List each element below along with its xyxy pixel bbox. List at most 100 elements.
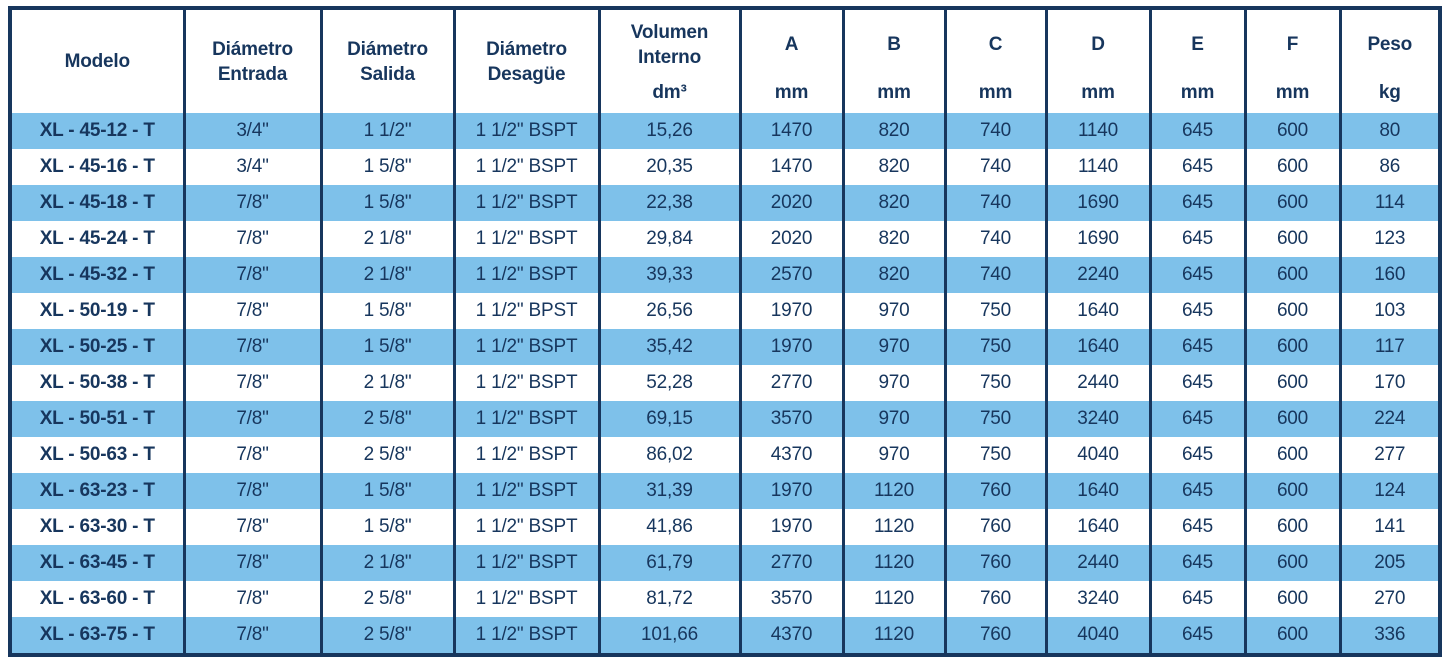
- value-cell: 86,02: [597, 437, 740, 473]
- column-header-volumen-interno: Volumen Interno dm³: [597, 8, 740, 113]
- table-row: XL - 63-60 - T 7/8" 2 5/8" 1 1/2" BSPT 81,72…: [10, 581, 1440, 617]
- value-cell: 1140: [1044, 149, 1150, 185]
- value-cell: 4040: [1044, 437, 1150, 473]
- table-row: XL - 45-32 - T 7/8" 2 1/8" 1 1/2" BSPT 39,33…: [10, 257, 1440, 293]
- value-cell: 645: [1148, 545, 1245, 581]
- value-cell: 2 1/8": [319, 221, 454, 257]
- table-row: XL - 45-12 - T 3/4" 1 1/2" 1 1/2" BSPT 15,26…: [10, 113, 1440, 149]
- column-unit: mm: [1275, 82, 1310, 103]
- value-cell: 2240: [1044, 257, 1150, 293]
- value-cell: 69,15: [597, 401, 740, 437]
- value-cell: 820: [841, 221, 945, 257]
- value-cell: 124: [1338, 473, 1440, 509]
- column-label: Peso: [1367, 34, 1413, 55]
- spec-table-header: Modelo Diámetro Entrada Diámetro Salida …: [10, 8, 1440, 113]
- value-cell: 600: [1243, 257, 1340, 293]
- value-cell: 1 1/2" BSPT: [452, 473, 599, 509]
- value-cell: 80: [1338, 113, 1440, 149]
- value-cell: 81,72: [597, 581, 740, 617]
- value-cell: 645: [1148, 509, 1245, 545]
- column-header-diametro-salida: Diámetro Salida: [319, 8, 454, 113]
- model-cell: XL - 50-51 - T: [10, 401, 184, 437]
- value-cell: 760: [943, 581, 1046, 617]
- value-cell: 1640: [1044, 509, 1150, 545]
- model-cell: XL - 45-24 - T: [10, 221, 184, 257]
- column-unit: kg: [1378, 82, 1401, 103]
- model-cell: XL - 63-30 - T: [10, 509, 184, 545]
- value-cell: 1640: [1044, 329, 1150, 365]
- model-cell: XL - 50-25 - T: [10, 329, 184, 365]
- model-cell: XL - 50-38 - T: [10, 365, 184, 401]
- value-cell: 760: [943, 473, 1046, 509]
- value-cell: 1640: [1044, 473, 1150, 509]
- value-cell: 645: [1148, 473, 1245, 509]
- value-cell: 7/8": [182, 473, 321, 509]
- value-cell: 600: [1243, 581, 1340, 617]
- table-row: XL - 63-30 - T 7/8" 1 5/8" 1 1/2" BSPT 41,86…: [10, 509, 1440, 545]
- table-row: XL - 50-51 - T 7/8" 2 5/8" 1 1/2" BSPT 69,15…: [10, 401, 1440, 437]
- value-cell: 224: [1338, 401, 1440, 437]
- table-row: XL - 50-63 - T 7/8" 2 5/8" 1 1/2" BSPT 86,02…: [10, 437, 1440, 473]
- value-cell: 26,56: [597, 293, 740, 329]
- value-cell: 1970: [738, 473, 843, 509]
- value-cell: 1690: [1044, 221, 1150, 257]
- value-cell: 1640: [1044, 293, 1150, 329]
- table-row: XL - 50-25 - T 7/8" 1 5/8" 1 1/2" BSPT 35,42…: [10, 329, 1440, 365]
- table-row: XL - 45-24 - T 7/8" 2 1/8" 1 1/2" BSPT 29,84…: [10, 221, 1440, 257]
- value-cell: 2 5/8": [319, 401, 454, 437]
- value-cell: 22,38: [597, 185, 740, 221]
- value-cell: 600: [1243, 149, 1340, 185]
- column-header-diametro-desague: Diámetro Desagüe: [452, 8, 599, 113]
- value-cell: 600: [1243, 545, 1340, 581]
- value-cell: 2020: [738, 221, 843, 257]
- value-cell: 600: [1243, 221, 1340, 257]
- value-cell: 2440: [1044, 545, 1150, 581]
- value-cell: 7/8": [182, 617, 321, 655]
- value-cell: 970: [841, 329, 945, 365]
- value-cell: 1 1/2" BSPT: [452, 185, 599, 221]
- column-unit: mm: [877, 82, 911, 103]
- value-cell: 2770: [738, 365, 843, 401]
- value-cell: 3570: [738, 401, 843, 437]
- value-cell: 1 5/8": [319, 509, 454, 545]
- value-cell: 336: [1338, 617, 1440, 655]
- spec-table: Modelo Diámetro Entrada Diámetro Salida …: [8, 6, 1442, 657]
- model-cell: XL - 50-63 - T: [10, 437, 184, 473]
- model-cell: XL - 63-60 - T: [10, 581, 184, 617]
- value-cell: 820: [841, 149, 945, 185]
- spec-table-body: XL - 45-12 - T 3/4" 1 1/2" 1 1/2" BSPT 15,26…: [10, 113, 1440, 655]
- value-cell: 3/4": [182, 113, 321, 149]
- value-cell: 1 1/2" BPST: [452, 293, 599, 329]
- value-cell: 86: [1338, 149, 1440, 185]
- value-cell: 740: [943, 221, 1046, 257]
- value-cell: 1470: [738, 113, 843, 149]
- value-cell: 20,35: [597, 149, 740, 185]
- table-row: XL - 63-75 - T 7/8" 2 5/8" 1 1/2" BSPT 101,6…: [10, 617, 1440, 655]
- column-header-diametro-entrada: Diámetro Entrada: [182, 8, 321, 113]
- value-cell: 1 1/2": [319, 113, 454, 149]
- value-cell: 760: [943, 509, 1046, 545]
- value-cell: 7/8": [182, 329, 321, 365]
- value-cell: 2 5/8": [319, 617, 454, 655]
- value-cell: 4370: [738, 617, 843, 655]
- value-cell: 970: [841, 365, 945, 401]
- value-cell: 270: [1338, 581, 1440, 617]
- value-cell: 1 1/2" BSPT: [452, 437, 599, 473]
- value-cell: 645: [1148, 185, 1245, 221]
- value-cell: 740: [943, 149, 1046, 185]
- column-label: B: [887, 34, 901, 55]
- value-cell: 114: [1338, 185, 1440, 221]
- value-cell: 123: [1338, 221, 1440, 257]
- model-cell: XL - 50-19 - T: [10, 293, 184, 329]
- value-cell: 3570: [738, 581, 843, 617]
- value-cell: 645: [1148, 581, 1245, 617]
- value-cell: 1 5/8": [319, 293, 454, 329]
- value-cell: 3240: [1044, 401, 1150, 437]
- value-cell: 1470: [738, 149, 843, 185]
- value-cell: 1 1/2" BSPT: [452, 329, 599, 365]
